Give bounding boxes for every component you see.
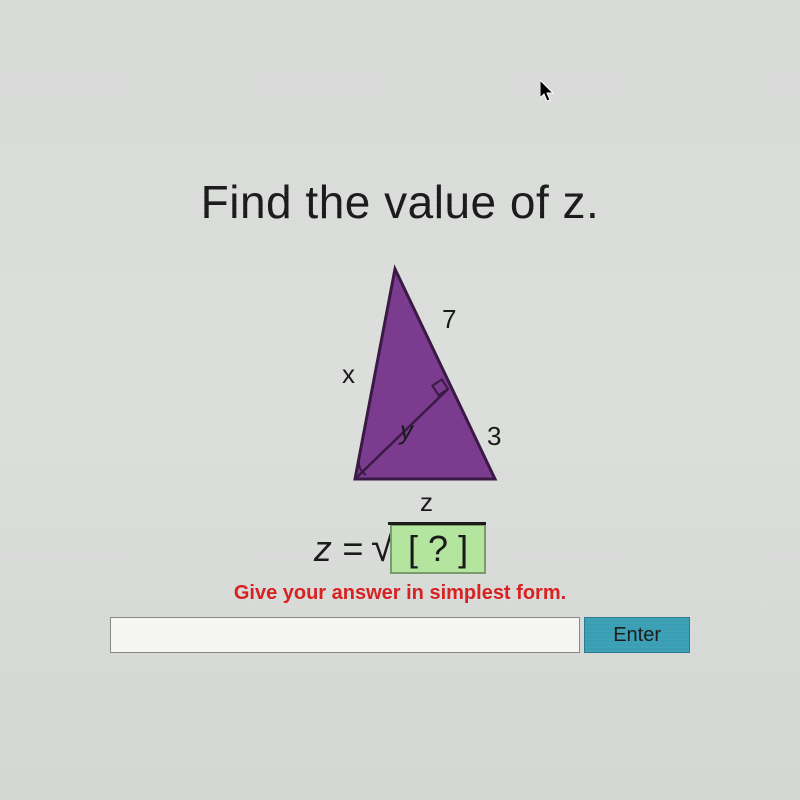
label-three: 3 xyxy=(487,421,501,452)
sqrt-overline xyxy=(388,522,486,525)
triangle-diagram: 7 3 x y z xyxy=(260,249,540,529)
cursor-icon xyxy=(540,80,558,109)
page-title: Find the value of z. xyxy=(201,175,600,229)
label-x: x xyxy=(342,359,355,390)
placeholder-text: [ ? ] xyxy=(408,528,468,569)
problem-content: Find the value of z. 7 3 x y z z = √ [ ?… xyxy=(0,0,800,653)
label-seven: 7 xyxy=(442,304,456,335)
hint-text: Give your answer in simplest form. xyxy=(234,582,566,605)
equation-lhs: z = xyxy=(314,528,363,570)
label-z: z xyxy=(420,487,433,518)
equation-row: z = √ [ ? ] xyxy=(314,524,486,574)
enter-button[interactable]: Enter xyxy=(584,617,690,653)
answer-input-row: Enter xyxy=(110,617,690,653)
label-y: y xyxy=(400,415,413,446)
answer-input[interactable] xyxy=(110,617,580,653)
main-triangle xyxy=(355,269,495,479)
answer-placeholder-box: [ ? ] xyxy=(390,524,486,574)
